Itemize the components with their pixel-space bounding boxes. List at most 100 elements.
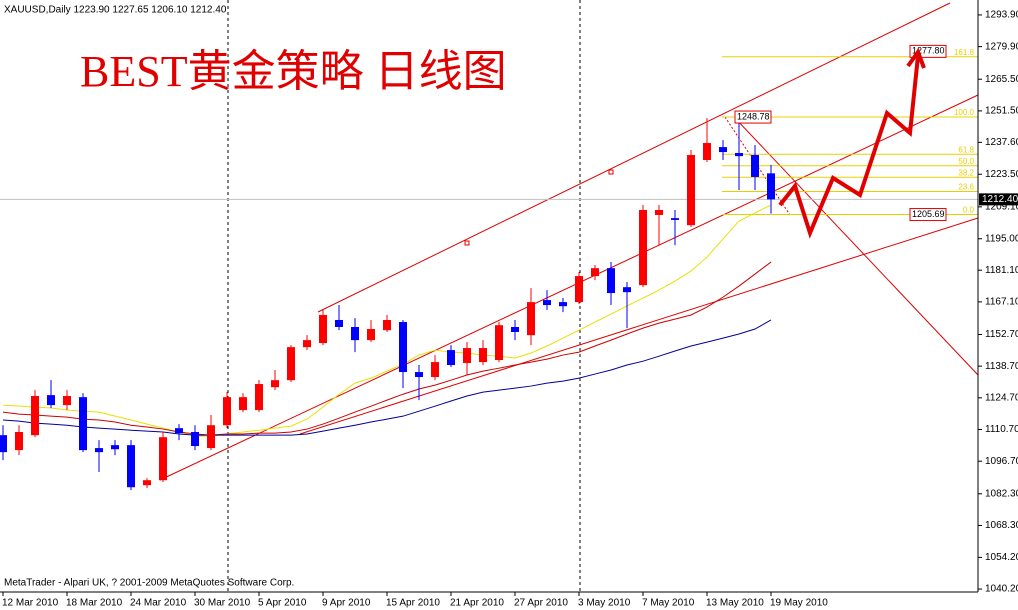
candle-body	[639, 210, 647, 286]
y-tick-label: 1279.90	[985, 41, 1018, 52]
candle-body	[703, 143, 711, 160]
x-tick-label: 13 May 2010	[706, 598, 764, 609]
candle-body	[543, 300, 551, 306]
y-tick-label: 1293.90	[985, 10, 1018, 21]
candle-body	[79, 397, 87, 451]
x-tick-label: 5 Apr 2010	[258, 598, 307, 609]
trend-line	[317, 2, 951, 313]
y-tick-label: 1251.50	[985, 106, 1018, 117]
candle-body	[31, 396, 39, 436]
candle-body	[207, 425, 215, 449]
current-price-label: 1212.40	[982, 194, 1018, 205]
x-tick-label: 19 May 2010	[770, 598, 828, 609]
candle-body	[191, 432, 199, 447]
y-tick-label: 1138.70	[985, 361, 1018, 372]
anchor-point	[464, 240, 470, 246]
candle-body	[559, 302, 567, 307]
chart-header: XAUUSD,Daily 1223.90 1227.65 1206.10 121…	[4, 5, 227, 16]
candle-body	[95, 448, 103, 453]
y-tick-label: 1152.70	[985, 329, 1018, 340]
plot: 161.8 100.0 61.8 50.0 38.2 23.6 0.0 1248.78 1277…	[0, 44, 978, 491]
candle-body	[431, 362, 439, 378]
x-tick-label: 7 May 2010	[642, 598, 695, 609]
candle-body	[767, 173, 775, 200]
candle-body	[63, 396, 71, 406]
candle-body	[623, 287, 631, 293]
candle-body	[287, 347, 295, 381]
candle-body	[127, 445, 135, 488]
y-tick-label: 1068.30	[985, 520, 1018, 531]
price-label: 1277.80	[912, 46, 945, 56]
y-tick-label: 1181.10	[985, 265, 1018, 276]
x-tick-label: 3 May 2010	[578, 598, 631, 609]
candle-body	[255, 384, 263, 411]
moving-average	[2, 204, 772, 437]
candle-body	[511, 327, 519, 332]
candle-body	[271, 380, 279, 388]
candle-body	[655, 210, 663, 215]
y-tick-label: 1223.50	[985, 169, 1018, 180]
y-tick-label: 1040.20	[985, 584, 1018, 595]
fibo-label: 50.0	[958, 157, 974, 166]
fibo-label: 61.8	[958, 145, 974, 154]
fibo-label: 100.0	[954, 108, 975, 117]
y-tick-label: 1082.30	[985, 488, 1018, 499]
x-tick-label: 18 Mar 2010	[66, 598, 123, 609]
candle-body	[111, 445, 119, 450]
x-tick-label: 9 Apr 2010	[322, 598, 371, 609]
candle-body	[47, 395, 55, 406]
fibo-label: 161.8	[954, 48, 975, 57]
candle-body	[319, 315, 327, 344]
current-price-tag	[979, 193, 1018, 206]
fibo-label: 0.0	[963, 206, 975, 215]
moving-average	[2, 261, 772, 436]
candle-body	[175, 428, 183, 434]
candle-body	[159, 437, 167, 481]
trend-line	[299, 217, 979, 435]
price-label: 1205.69	[912, 209, 945, 219]
candle-body	[15, 432, 23, 451]
candle-body	[383, 319, 391, 331]
candle-body	[223, 397, 231, 426]
candle-body	[143, 480, 151, 486]
candle-body	[463, 348, 471, 363]
y-tick-label: 1110.70	[985, 424, 1018, 435]
y-tick-label: 1124.70	[985, 392, 1018, 403]
moving-average	[2, 319, 772, 436]
candle-body	[415, 372, 423, 378]
y-tick-label: 1195.00	[985, 233, 1018, 244]
candle-body	[575, 276, 583, 303]
candle-body	[303, 340, 311, 348]
y-tick-label: 1167.10	[985, 297, 1018, 308]
candle-body	[735, 152, 743, 157]
fibo-label: 38.2	[958, 168, 974, 177]
candle-body	[367, 329, 375, 341]
y-tick-label: 1209.10	[985, 201, 1018, 212]
forecast-arrowhead	[906, 47, 926, 69]
copyright: MetaTrader - Alpari UK, ? 2001-2009 Meta…	[4, 578, 294, 589]
x-tick-label: 27 Apr 2010	[514, 598, 568, 609]
candle-body	[447, 350, 455, 366]
x-tick-label: 15 Apr 2010	[386, 598, 440, 609]
candle-body	[527, 302, 535, 336]
fibo-label: 23.6	[958, 183, 974, 192]
candle-body	[479, 348, 487, 363]
x-tick-label: 21 Apr 2010	[450, 598, 504, 609]
candle-body	[607, 268, 615, 294]
y-tick-label: 1096.70	[985, 456, 1018, 467]
trend-line	[159, 94, 979, 481]
chart-title: BEST黄金策略 日线图	[80, 47, 507, 96]
candle-body	[351, 327, 359, 341]
candle-body	[335, 319, 343, 328]
candle-body	[591, 268, 599, 277]
candle-body	[687, 155, 695, 226]
trend-line	[734, 117, 979, 376]
price-label-box	[734, 110, 772, 124]
candle-body	[719, 147, 727, 153]
y-tick-label: 1054.20	[985, 552, 1018, 563]
y-tick-label: 1237.60	[985, 137, 1018, 148]
x-tick-label: 24 Mar 2010	[130, 598, 187, 609]
